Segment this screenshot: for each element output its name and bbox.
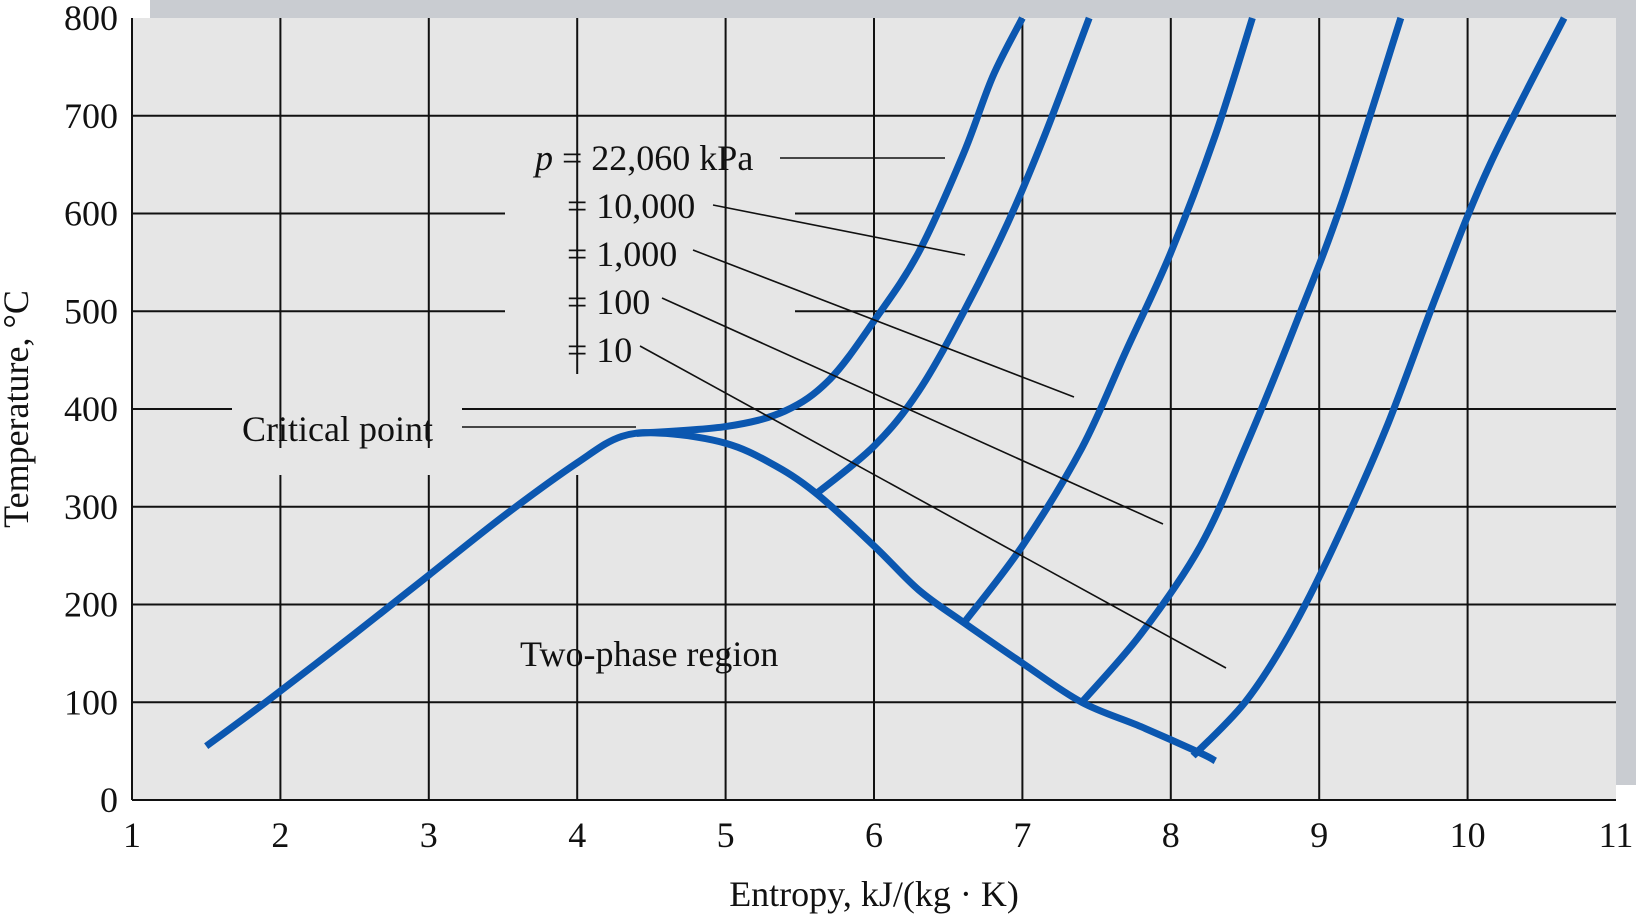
x-tick-label-4: 4: [568, 815, 586, 855]
isobar-curve-100: [1079, 16, 1405, 705]
x-tick-label-9: 9: [1310, 815, 1328, 855]
x-tick-label-2: 2: [271, 815, 289, 855]
isobar-curve-1000: [960, 16, 1256, 627]
y-tick-label-400: 400: [64, 389, 118, 429]
leader-line-isobar-100: [661, 297, 1164, 525]
isobar-label-22060: p = 22,060 kPa: [532, 138, 753, 178]
x-tick-label-11: 11: [1599, 815, 1634, 855]
grid-lines: [131, 18, 1616, 801]
y-tick-label-300: 300: [64, 487, 118, 527]
y-axis-title: Temperature, °C: [0, 290, 36, 528]
y-tick-label-100: 100: [64, 682, 118, 722]
isobar-label-1000: = 1,000: [567, 234, 677, 274]
x-tick-label-1: 1: [123, 815, 141, 855]
isobar-curve-10000: [812, 16, 1093, 498]
x-tick-label-3: 3: [420, 815, 438, 855]
saturation-dome-curve: [204, 429, 1218, 765]
x-tick-label-8: 8: [1162, 815, 1180, 855]
x-tick-label-7: 7: [1013, 815, 1031, 855]
two-phase-region-label: Two-phase region: [520, 634, 778, 674]
isobar-label-22060-value: = 22,060 kPa: [553, 138, 753, 178]
leader-line-isobar-1000: [692, 249, 1075, 398]
isobar-label-10000: = 10,000: [567, 186, 695, 226]
isobar-label-100: = 100: [567, 282, 650, 322]
x-tick-labels: 1 2 3 4 5 6 7 8 9 10 11: [123, 815, 1633, 855]
x-axis-title: Entropy, kJ/(kg · K): [729, 874, 1019, 914]
x-tick-label-10: 10: [1450, 815, 1486, 855]
leader-line-isobar-10: [639, 345, 1227, 669]
x-tick-label-5: 5: [717, 815, 735, 855]
y-tick-label-0: 0: [100, 780, 118, 820]
critical-point-label: Critical point: [242, 409, 433, 449]
isobar-curve-22060: [636, 16, 1026, 437]
y-tick-label-500: 500: [64, 291, 118, 331]
y-tick-label-700: 700: [64, 96, 118, 136]
isobar-curve-10: [1190, 16, 1568, 759]
x-tick-label-6: 6: [865, 815, 883, 855]
leader-line-isobar-10000: [712, 204, 966, 256]
label-leader-lines: [462, 157, 1227, 669]
isobar-label-10: = 10: [567, 330, 632, 370]
y-tick-labels: 0 100 200 300 400 500 600 700 800: [64, 0, 118, 820]
y-tick-label-200: 200: [64, 585, 118, 625]
y-tick-label-800: 800: [64, 0, 118, 38]
curves: [204, 16, 1568, 765]
y-tick-label-600: 600: [64, 194, 118, 234]
pressure-symbol: p: [532, 138, 553, 178]
